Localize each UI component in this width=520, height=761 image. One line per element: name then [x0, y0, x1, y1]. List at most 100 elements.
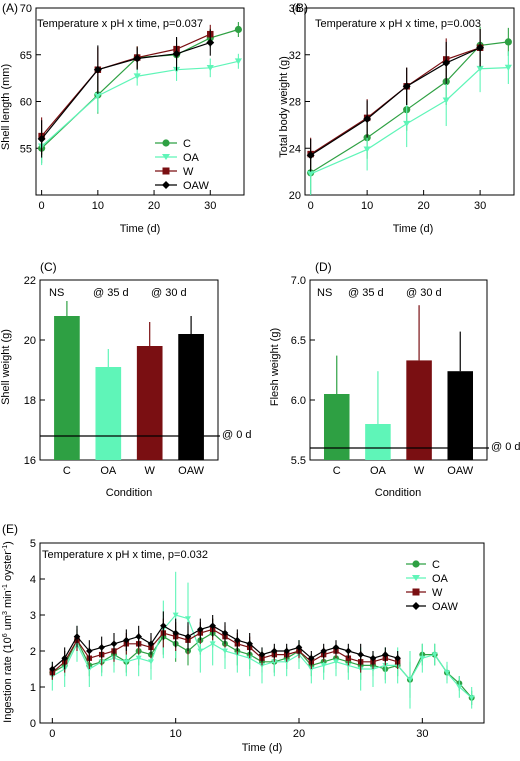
x-tick-label: C: [63, 465, 71, 477]
panel-e-ticks: 0 1 2 3 4 5 0 10 20 30: [30, 538, 429, 740]
x-tick-label: 0: [49, 728, 55, 740]
legend-e-label-oa: OA: [432, 573, 449, 585]
point-oa: [407, 677, 413, 683]
point-oa: [442, 97, 450, 104]
point-oa: [209, 641, 216, 647]
y-tick-label: 55: [20, 143, 32, 155]
legend-item-c: C: [155, 138, 191, 150]
x-tick-label: 20: [148, 200, 160, 212]
point-oaw: [172, 629, 179, 637]
panel-a-ticks: 55 60 65 70 0 10 20 30: [20, 3, 217, 212]
panel-c-at35: @ 35 d: [93, 287, 129, 299]
panel-c-xlabel: Condition: [106, 487, 152, 499]
panel-d-at30: @ 30 d: [406, 287, 442, 299]
point-oaw: [133, 54, 142, 63]
panel-e: (E) Temperature x pH x time, p=0.032 Ing…: [2, 522, 485, 754]
point-oaw: [306, 151, 315, 160]
plot-frame: [309, 279, 488, 461]
bar-w: [406, 360, 432, 460]
x-tick-label: OA: [100, 465, 117, 477]
bar-oa: [95, 367, 122, 460]
series-line-oaw: [310, 47, 481, 156]
panel-e-plot: [49, 571, 475, 709]
x-tick-label: OAW: [178, 465, 204, 477]
bar-oaw: [447, 371, 474, 460]
point-oa: [246, 655, 253, 661]
y-tick-label: 5.5: [291, 455, 306, 467]
point-oaw: [37, 134, 46, 143]
point-oa: [123, 659, 130, 665]
y-tick-label: 4: [30, 574, 36, 586]
panel-d-ylabel: Flesh weight (g): [269, 328, 281, 406]
legend-e-label-c: C: [432, 559, 440, 571]
point-oaw: [402, 82, 411, 91]
point-oa: [86, 666, 93, 672]
point-oaw: [476, 43, 485, 52]
point-oaw: [206, 38, 215, 47]
panel-b: (B) Temperature x pH x time, p=0.003 Tot…: [278, 1, 515, 235]
panel-a-plot: [37, 22, 242, 166]
x-tick-label: 30: [474, 200, 486, 212]
series-line-w: [41, 33, 211, 137]
panel-d-plot: [310, 305, 489, 460]
point-oaw: [160, 622, 167, 630]
panel-d-ns: NS: [317, 287, 332, 299]
x-tick-label: 20: [417, 200, 429, 212]
x-tick-label: 10: [92, 200, 104, 212]
point-oaw: [209, 622, 216, 630]
point-oa: [363, 146, 371, 153]
legend-e-item-w: W: [406, 587, 443, 599]
panel-c: (C) NS @ 35 d @ 30 d Shell weight (g) Co…: [0, 260, 252, 499]
point-oa: [504, 64, 512, 71]
y-tick-label: 3: [30, 610, 36, 622]
legend-label-oaw: OAW: [183, 180, 209, 192]
panel-a-legend: C OA W OAW: [155, 138, 209, 192]
x-tick-label: W: [414, 465, 425, 477]
point-oa: [135, 655, 142, 661]
panel-e-ylabel: Ingestion rate (106 um3 min-1 oyster-1): [2, 541, 14, 723]
y-tick-label: 36: [289, 3, 301, 15]
y-tick-label: 65: [20, 50, 32, 62]
point-oa: [271, 659, 278, 665]
bar-w: [136, 346, 163, 460]
y-tick-label: 18: [24, 395, 36, 407]
bar-oaw: [178, 334, 204, 460]
panel-b-frame: [304, 7, 515, 196]
y-tick-label: 22: [24, 275, 36, 287]
x-tick-label: 0: [308, 200, 314, 212]
point-oa: [403, 120, 411, 127]
point-oa: [283, 659, 290, 665]
point-oaw: [363, 115, 372, 123]
point-oaw: [283, 647, 290, 655]
y-tick-label: 1: [30, 682, 36, 694]
x-tick-label: 0: [39, 200, 45, 212]
panel-b-plot: [306, 26, 512, 195]
point-oaw: [172, 49, 181, 58]
point-c: [504, 38, 512, 46]
panel-e-legend: C OA W OAW: [406, 559, 458, 613]
panel-a-label: (A): [2, 1, 18, 15]
y-tick-label: 60: [20, 97, 32, 109]
legend-item-w: W: [155, 166, 194, 178]
panel-a-ylabel: Shell length (mm): [0, 64, 12, 150]
x-tick-label: C: [333, 465, 341, 477]
panel-e-xlabel: Time (d): [242, 742, 283, 754]
point-oaw: [320, 647, 327, 655]
panel-d-ticks: 5.56.06.57.0C OA W OAW: [291, 275, 474, 477]
point-oa: [382, 663, 389, 669]
y-tick-label: 6.0: [291, 395, 306, 407]
point-oaw: [86, 647, 93, 655]
point-oaw: [369, 654, 377, 662]
y-tick-label: 24: [289, 143, 301, 155]
panel-b-label: (B): [292, 1, 308, 15]
x-tick-label: OAW: [447, 465, 473, 477]
panel-b-xlabel: Time (d): [393, 223, 434, 235]
point-oaw: [98, 644, 105, 651]
point-oa: [456, 684, 463, 690]
legend-e-item-oa: OA: [406, 573, 449, 585]
point-oaw: [442, 58, 451, 67]
point-oa: [476, 65, 484, 73]
point-oaw: [246, 640, 253, 648]
y-tick-label: 70: [20, 3, 32, 15]
